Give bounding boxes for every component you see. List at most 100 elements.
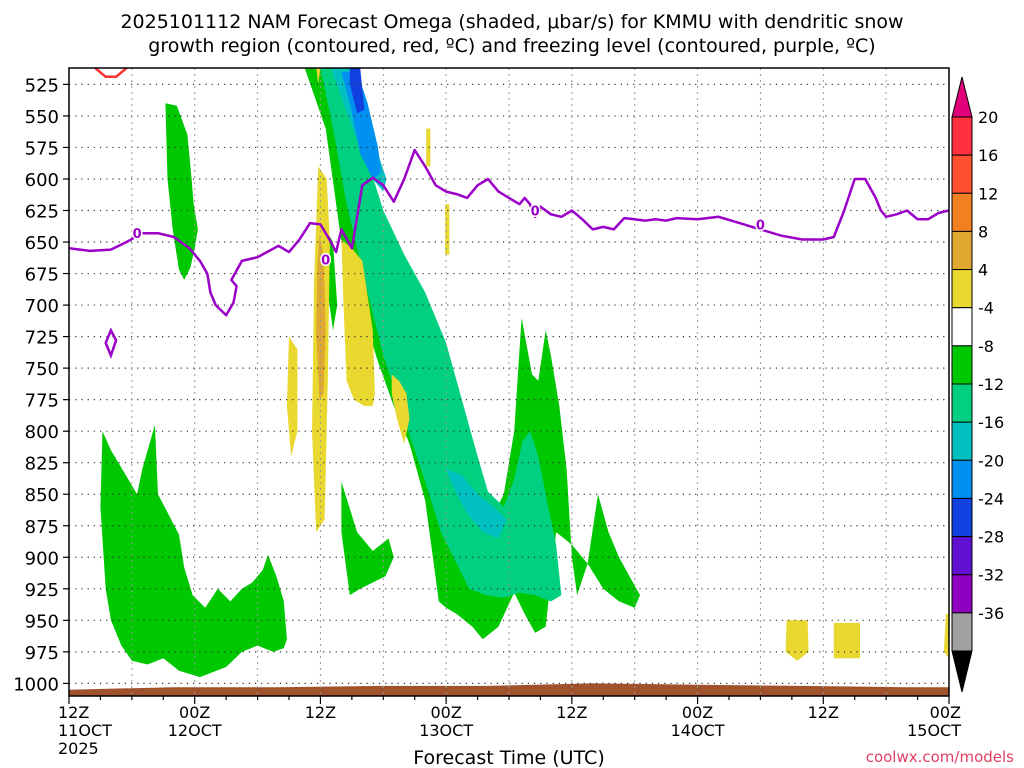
omega-region-16 bbox=[426, 128, 431, 167]
omega-region-5 bbox=[320, 68, 562, 602]
plot-area: 0 0 0 0 bbox=[69, 68, 949, 696]
colorbar-swatch-7 bbox=[951, 383, 973, 423]
colorbar-label-12: -32 bbox=[978, 566, 1004, 585]
contours: 0 0 0 0 bbox=[69, 68, 949, 360]
omega-region-11 bbox=[316, 235, 326, 400]
colorbar-swatch-10 bbox=[951, 497, 973, 538]
y-tick-label-550: 550 bbox=[25, 107, 59, 128]
y-tick-label-750: 750 bbox=[25, 359, 59, 380]
omega-region-8 bbox=[341, 71, 382, 179]
y-tick-label-775: 775 bbox=[25, 391, 59, 412]
freezing-level-label-3: 0 bbox=[756, 218, 765, 233]
freezing-level-label-0: 0 bbox=[133, 227, 142, 242]
colorbar-label-3: 8 bbox=[978, 222, 988, 241]
colorbar-label-13: -36 bbox=[978, 604, 1004, 623]
x-tick-label-24-1: 12Z bbox=[305, 703, 336, 722]
y-tick-label-900: 900 bbox=[25, 548, 59, 569]
x-tick-label-72-1: 12Z bbox=[808, 703, 839, 722]
colorbar-label-7: -12 bbox=[978, 375, 1004, 394]
omega-region-15 bbox=[316, 68, 321, 85]
y-tick-label-850: 850 bbox=[25, 485, 59, 506]
omega-region-12 bbox=[341, 239, 375, 406]
x-tick-label-0-3: 2025 bbox=[58, 739, 99, 758]
x-tick-label-48-1: 12Z bbox=[556, 703, 587, 722]
omega-region-7 bbox=[446, 469, 507, 539]
x-axis-label: Forecast Time (UTC) bbox=[413, 747, 604, 768]
x-tick-label-84-2: 15OCT bbox=[907, 721, 961, 740]
x-tick-label-60-2: 14OCT bbox=[671, 721, 725, 740]
omega-region-9 bbox=[349, 68, 365, 114]
omega-region-1 bbox=[100, 424, 287, 678]
x-tick-label-36-2: 13OCT bbox=[419, 721, 473, 740]
y-tick-label-575: 575 bbox=[25, 138, 59, 159]
y-tick-label-825: 825 bbox=[25, 454, 59, 475]
y-tick-label-950: 950 bbox=[25, 611, 59, 632]
y-tick-label-700: 700 bbox=[25, 296, 59, 317]
colorbar-swatch-2 bbox=[951, 192, 973, 232]
omega-region-0 bbox=[165, 103, 198, 280]
y-axis: 525 550 575 600 625 650 675 700 725 750 775 800 825 8… bbox=[13, 75, 69, 695]
colorbar-label-8: -16 bbox=[978, 413, 1004, 432]
colorbar-swatch-1 bbox=[951, 154, 973, 194]
freezing-level-label-1: 0 bbox=[321, 254, 330, 269]
colorbar-bottom-arrow bbox=[951, 650, 973, 693]
colorbar-top-arrow bbox=[951, 76, 973, 118]
y-tick-label-925: 925 bbox=[25, 580, 59, 601]
colorbar-swatch-4 bbox=[951, 269, 973, 309]
colorbar-label-10: -24 bbox=[978, 489, 1004, 508]
y-tick-label-650: 650 bbox=[25, 233, 59, 254]
x-tick-label-0-2: 11OCT bbox=[58, 721, 112, 740]
y-tick-label-875: 875 bbox=[25, 517, 59, 538]
chart-title-line2: growth region (contoured, red, ºC) and f… bbox=[148, 35, 875, 57]
omega-shading bbox=[100, 68, 949, 678]
y-tick-label-600: 600 bbox=[25, 170, 59, 191]
colorbar-label-9: -20 bbox=[978, 451, 1004, 470]
colorbar-swatch-9 bbox=[951, 459, 973, 499]
omega-region-4 bbox=[304, 68, 640, 640]
colorbar-label-0: 20 bbox=[978, 108, 998, 127]
x-tick-label-60-1: 00Z bbox=[682, 703, 713, 722]
credit-text: coolwx.com/models bbox=[866, 748, 1014, 766]
omega-region-18 bbox=[785, 620, 809, 661]
colorbar: 20 16 12 8 4 -4 -8 -12 -16 -20 -24 -28 -32 -36 bbox=[951, 76, 1004, 693]
colorbar-swatch-8 bbox=[951, 421, 973, 461]
x-tick-label-84-1: 00Z bbox=[930, 703, 961, 722]
freezing-level-label-2: 0 bbox=[531, 204, 540, 219]
terrain-fill bbox=[69, 683, 949, 696]
y-tick-label-725: 725 bbox=[25, 328, 59, 349]
terrain-area bbox=[69, 683, 949, 696]
colorbar-swatch-0 bbox=[951, 116, 973, 156]
x-tick-label-36-1: 00Z bbox=[430, 703, 461, 722]
colorbar-swatch-6 bbox=[951, 345, 973, 385]
y-tick-label-525: 525 bbox=[25, 75, 59, 96]
colorbar-label-1: 16 bbox=[978, 146, 998, 165]
omega-region-14 bbox=[391, 374, 410, 444]
gridlines bbox=[69, 68, 949, 696]
y-tick-label-625: 625 bbox=[25, 201, 59, 222]
omega-region-20 bbox=[943, 614, 949, 659]
freezing-level-loop bbox=[104, 327, 118, 360]
omega-region-19 bbox=[833, 622, 860, 659]
x-tick-label-12-1: 00Z bbox=[179, 703, 210, 722]
colorbar-swatch-12 bbox=[951, 574, 973, 614]
colorbar-label-2: 12 bbox=[978, 184, 998, 203]
colorbar-swatch-3 bbox=[951, 230, 973, 271]
colorbar-swatch-11 bbox=[951, 536, 973, 576]
colorbar-label-6: -8 bbox=[978, 337, 994, 356]
colorbar-swatch-5 bbox=[951, 307, 973, 347]
colorbar-swatch-13 bbox=[951, 612, 973, 652]
y-tick-label-675: 675 bbox=[25, 265, 59, 286]
dgz-contour bbox=[94, 68, 128, 79]
omega-region-2 bbox=[341, 481, 394, 596]
chart-title-line1: 2025101112 NAM Forecast Omega (shaded, μ… bbox=[120, 11, 903, 33]
omega-region-13 bbox=[286, 336, 298, 457]
colorbar-label-5: -4 bbox=[978, 299, 994, 318]
y-tick-label-975: 975 bbox=[25, 643, 59, 664]
colorbar-label-4: 4 bbox=[978, 261, 988, 280]
y-tick-label-800: 800 bbox=[25, 422, 59, 443]
colorbar-label-11: -28 bbox=[978, 528, 1004, 547]
x-tick-label-0-1: 12Z bbox=[58, 703, 89, 722]
freezing-level-contour bbox=[69, 148, 949, 317]
